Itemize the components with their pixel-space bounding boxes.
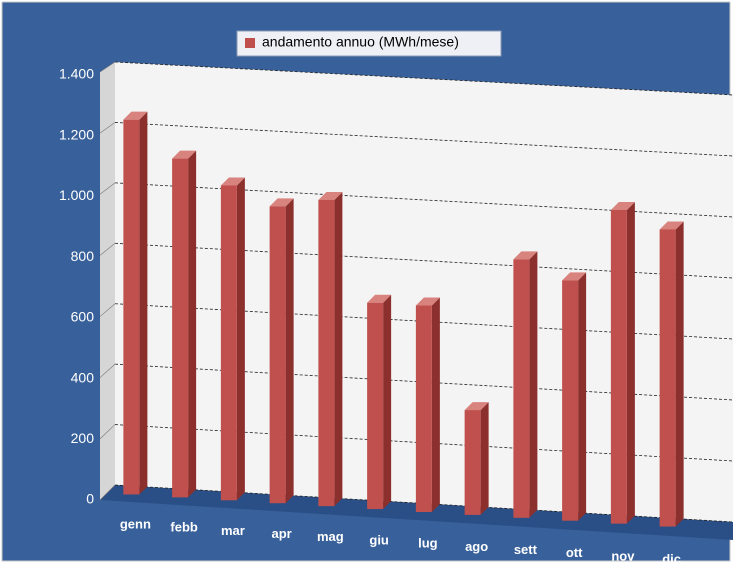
side-grid-line xyxy=(99,303,116,317)
y-tick-label: 0 xyxy=(86,491,94,507)
bar-side xyxy=(285,198,294,504)
bar xyxy=(123,111,148,495)
bar-front xyxy=(415,305,432,512)
bar xyxy=(464,402,489,515)
bar-front xyxy=(220,185,237,501)
x-tick-label: mar xyxy=(221,523,245,538)
legend: andamento annuo (MWh/mese) xyxy=(236,30,502,57)
side-grid-line xyxy=(99,484,116,501)
bar-side xyxy=(139,111,148,495)
x-tick-label: giu xyxy=(369,532,389,547)
bar-front xyxy=(464,410,481,515)
x-tick-label: ott xyxy=(566,545,583,560)
legend-swatch xyxy=(245,38,255,48)
side-grid-line xyxy=(99,122,116,134)
side-grid-line xyxy=(99,243,116,256)
bar xyxy=(220,177,245,501)
bar-side xyxy=(334,191,343,507)
bar-side xyxy=(578,272,587,521)
bar-side xyxy=(188,150,197,498)
x-tick-label: apr xyxy=(272,526,292,541)
side-grid-line xyxy=(99,363,116,378)
bar-front xyxy=(513,259,530,518)
bar-top xyxy=(562,272,587,281)
legend-box xyxy=(236,30,502,57)
y-tick-label: 1.200 xyxy=(59,126,94,142)
bar-side xyxy=(480,402,489,515)
bar-front xyxy=(123,119,140,495)
x-tick-label: mag xyxy=(317,529,344,544)
x-tick-label: febb xyxy=(170,520,198,535)
x-tick-label: sett xyxy=(514,542,538,557)
bar-front xyxy=(610,210,627,524)
bar-top xyxy=(172,150,197,159)
side-grid-line xyxy=(99,424,116,440)
floor xyxy=(100,485,733,540)
bar-side xyxy=(675,221,684,527)
bar xyxy=(562,272,587,521)
bar-side xyxy=(626,202,635,524)
bar-top xyxy=(367,294,392,303)
bar-side xyxy=(236,177,245,501)
legend-label: andamento annuo (MWh/mese) xyxy=(262,34,459,50)
bar xyxy=(513,251,538,518)
bar xyxy=(367,294,392,510)
bar xyxy=(659,221,684,527)
grid-line xyxy=(114,61,734,96)
bar-top xyxy=(123,111,148,120)
bar-front xyxy=(367,302,384,510)
x-tick-label: dic xyxy=(662,552,681,563)
side-wall xyxy=(100,62,115,500)
bar-side xyxy=(529,251,538,518)
y-tick-label: 400 xyxy=(71,369,95,385)
bar-front xyxy=(659,229,676,527)
x-tick-label: ago xyxy=(465,539,488,554)
bar xyxy=(172,150,197,498)
bar xyxy=(610,202,635,524)
bar-front xyxy=(269,206,286,504)
bar-top xyxy=(513,251,538,260)
bar-side xyxy=(383,294,392,510)
bar-top xyxy=(318,191,343,200)
bar-top xyxy=(610,202,635,211)
bar-front xyxy=(562,280,579,521)
bar xyxy=(415,297,440,512)
bar xyxy=(318,191,343,507)
y-tick-label: 1.000 xyxy=(59,187,94,203)
y-tick-label: 600 xyxy=(71,309,95,325)
y-tick-label: 1.400 xyxy=(59,66,94,82)
side-grid-line xyxy=(99,61,116,73)
grid-line xyxy=(114,122,734,157)
x-tick-label: lug xyxy=(418,536,438,551)
x-tick-label: genn xyxy=(120,516,151,531)
bar-front xyxy=(172,158,189,498)
y-tick-label: 800 xyxy=(71,248,95,264)
x-tick-label: nov xyxy=(611,548,635,563)
bar-side xyxy=(431,297,440,512)
bar-front xyxy=(318,199,335,507)
bar-top xyxy=(415,297,440,306)
y-tick-label: 200 xyxy=(71,430,95,446)
side-grid-line xyxy=(99,182,116,195)
bar-top xyxy=(269,198,294,207)
bar xyxy=(269,198,294,504)
bar-top xyxy=(659,221,684,230)
bar-top xyxy=(464,402,489,411)
bar-top xyxy=(220,177,245,186)
